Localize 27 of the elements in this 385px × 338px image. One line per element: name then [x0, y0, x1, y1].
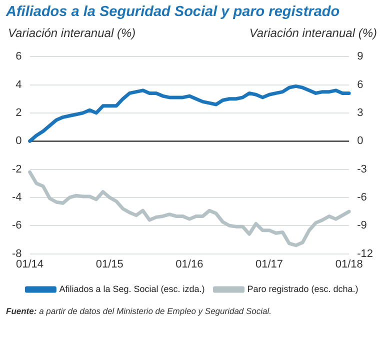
y-tick-label: 4: [16, 78, 22, 91]
chart-title: Afiliados a la Seguridad Social y paro registrado: [4, 3, 341, 22]
y-tick-label: -6: [12, 220, 22, 232]
legend-label: Paro registrado (esc. dcha.): [247, 284, 358, 294]
y2-tick-label: 0: [357, 135, 364, 148]
y2-tick-label: -12: [357, 248, 374, 260]
y-tick-label: -4: [12, 191, 22, 204]
y-axis-title: Variación interanual (%): [8, 26, 136, 42]
y-tick-label: 2: [16, 106, 22, 119]
x-tick-label: 01/16: [176, 258, 204, 270]
y2-tick-label: 6: [357, 78, 364, 91]
y2-axis-title: Variación interanual (%): [249, 26, 377, 42]
x-tick-label: 01/17: [256, 258, 284, 270]
y2-tick-label: -6: [357, 191, 367, 204]
y-tick-label: 6: [16, 50, 22, 63]
y2-tick-label: 3: [357, 106, 364, 119]
x-tick-label: 01/14: [16, 258, 44, 270]
x-tick-label: 01/18: [335, 258, 363, 270]
y-tick-label: -2: [12, 163, 22, 176]
x-tick-label: 01/15: [96, 258, 124, 270]
y2-tick-label: -9: [357, 220, 367, 232]
y2-tick-label: -3: [357, 163, 367, 176]
legend-label: Afiliados a la Seg. Social (esc. izda.): [59, 284, 205, 294]
y-tick-label: 0: [16, 135, 22, 148]
source-note: Fuente: a partir de datos del Ministerio de Empleo y Seguridad Social.: [5, 305, 273, 316]
y-tick-label: -8: [12, 248, 22, 260]
y2-tick-label: 9: [357, 50, 364, 63]
